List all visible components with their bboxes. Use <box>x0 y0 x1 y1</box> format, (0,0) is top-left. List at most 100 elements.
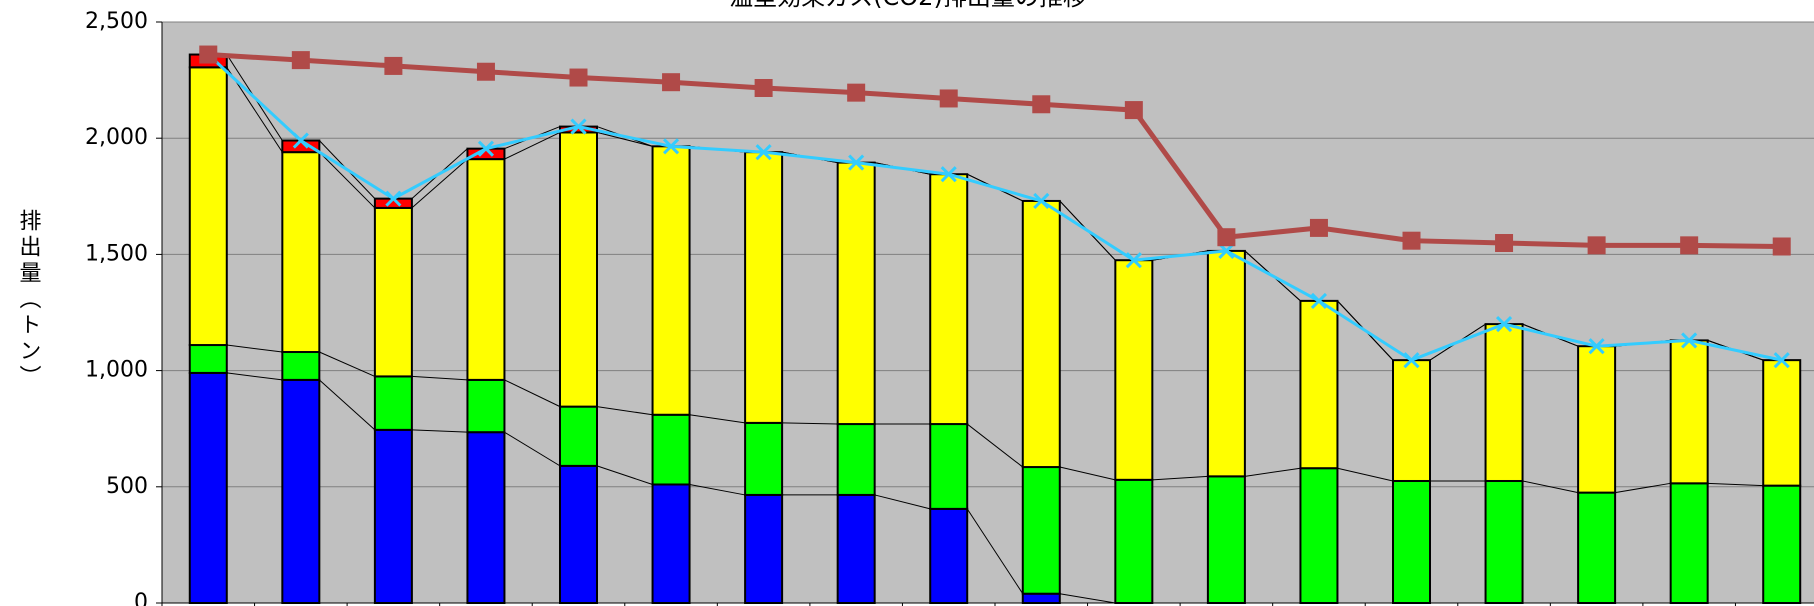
marker <box>940 166 957 183</box>
marker <box>569 68 588 87</box>
bar-segment <box>1114 259 1154 481</box>
marker <box>1681 332 1698 349</box>
plot-area <box>161 21 1814 604</box>
bar-segment <box>373 206 413 378</box>
marker <box>754 79 773 98</box>
bar-segment <box>744 421 784 496</box>
bar-segment <box>1762 359 1802 487</box>
bar-segment <box>1392 479 1431 604</box>
bar-segment <box>1484 323 1524 482</box>
marker <box>1680 236 1699 255</box>
bar-segment <box>744 493 784 604</box>
bar-segment <box>1299 467 1339 605</box>
bar-segment <box>188 371 228 605</box>
line <box>207 53 1783 362</box>
bar-segment <box>929 423 969 510</box>
bar-segment <box>929 507 969 604</box>
bar-segment <box>1669 339 1709 485</box>
bar-segment <box>1021 466 1061 595</box>
bar-segment <box>1762 484 1802 604</box>
bar-segment <box>1206 475 1246 605</box>
series-connector <box>1615 482 1671 494</box>
bar-segment <box>466 378 506 434</box>
series-connector <box>689 414 746 424</box>
series-connector <box>411 429 468 433</box>
bar-segment <box>1484 479 1524 604</box>
bar-segment <box>281 351 321 381</box>
series-connector <box>1059 593 1116 604</box>
marker <box>1402 231 1421 250</box>
y-tick-label: 1,500 <box>85 241 148 266</box>
marker <box>1588 338 1605 355</box>
bar-segment <box>651 413 691 486</box>
chart-title: 温室効果ガス(CO2)排出量の推移 <box>729 0 1087 11</box>
series-connector <box>226 344 283 353</box>
bar-segment <box>559 464 598 604</box>
marker <box>1403 352 1420 369</box>
bar-segment <box>836 161 876 426</box>
marker <box>570 118 587 135</box>
marker <box>1587 236 1606 255</box>
bar-segment <box>1114 478 1154 604</box>
bar-segment <box>373 428 413 604</box>
marker <box>755 144 772 161</box>
series-connector <box>504 131 561 160</box>
bar-segment <box>559 131 598 408</box>
series-connector <box>226 372 283 381</box>
marker <box>477 140 495 157</box>
y-tick-label: 0 <box>134 590 148 606</box>
marker <box>1309 218 1328 237</box>
y-tick-label: 2,500 <box>85 9 148 34</box>
bar-segment <box>1392 359 1431 482</box>
series-connector <box>318 151 376 209</box>
series-connector <box>1059 466 1116 481</box>
y-tick-label: 1,000 <box>85 358 148 383</box>
marker <box>385 190 402 207</box>
series-connector <box>689 483 746 496</box>
bar-segment <box>836 493 876 604</box>
bar-segment <box>836 423 876 496</box>
series-connector <box>411 375 468 381</box>
series-connector <box>966 423 1024 468</box>
bar-segment <box>373 375 413 431</box>
marker <box>1218 242 1235 259</box>
marker <box>662 73 681 92</box>
y-axis-title: 排出量（トン） <box>16 209 42 391</box>
marker <box>939 89 958 108</box>
bar-segment <box>929 173 969 426</box>
y-tick-label: 500 <box>106 474 148 499</box>
marker <box>847 83 866 102</box>
series-connector <box>504 431 561 467</box>
bar-segment <box>1299 299 1339 470</box>
marker <box>1772 237 1791 256</box>
series-connector <box>1244 467 1301 477</box>
marker <box>1032 95 1051 114</box>
series-connector <box>966 508 1024 594</box>
bar-segment <box>281 151 321 354</box>
bar-segment <box>188 66 228 347</box>
series-connector <box>1337 467 1394 482</box>
bar-segment <box>1021 199 1061 469</box>
series-connector <box>318 379 376 431</box>
marker <box>1124 101 1143 120</box>
series-connector <box>411 158 468 209</box>
series-connector <box>504 379 561 408</box>
marker <box>291 51 310 70</box>
series-connector <box>596 406 653 416</box>
marker <box>1125 252 1142 269</box>
marker <box>1217 228 1236 247</box>
marker <box>1495 316 1513 333</box>
bar-segment <box>651 145 691 416</box>
marker <box>1773 352 1790 369</box>
series-connector <box>874 494 931 510</box>
marker <box>199 45 218 64</box>
bar-segment <box>466 158 506 381</box>
series-connector <box>1522 480 1579 494</box>
series-connector <box>319 351 376 377</box>
series-connector <box>596 465 653 485</box>
marker <box>848 154 865 171</box>
bar-segment <box>1206 249 1246 478</box>
marker <box>384 56 403 75</box>
bar-segment <box>188 344 228 374</box>
